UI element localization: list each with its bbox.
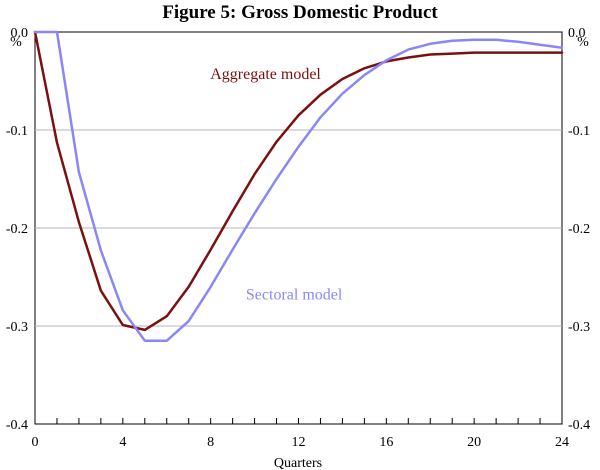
y-tick-label-right: -0.4 xyxy=(568,418,590,433)
y-tick-label-left: -0.2 xyxy=(6,222,28,237)
x-tick-labels: 0 4 8 12 16 20 24 xyxy=(32,435,570,450)
y-tick-label-left: -0.4 xyxy=(6,418,28,433)
y-tick-label-right: 0.0 xyxy=(568,26,586,41)
y-tick-labels-right: 0.0 -0.1 -0.2 -0.3 -0.4 xyxy=(568,26,590,433)
sectoral-model-line xyxy=(33,30,564,342)
x-axis-label: Quarters xyxy=(274,456,322,470)
y-tick-label-left: 0.0 xyxy=(11,26,29,41)
y-tick-label-left: -0.3 xyxy=(6,320,28,335)
x-tick-label: 16 xyxy=(379,435,393,450)
y-tick-label-right: -0.3 xyxy=(568,320,590,335)
x-tick-label: 20 xyxy=(467,435,481,450)
y-tick-label-right: -0.2 xyxy=(568,222,590,237)
y-unit-left: % xyxy=(10,35,22,50)
aggregate-model-label: Aggregate model xyxy=(210,66,321,83)
x-tick-label: 0 xyxy=(32,435,39,450)
y-tick-label-left: -0.1 xyxy=(6,124,28,139)
chart-title: Figure 5: Gross Domestic Product xyxy=(162,2,438,23)
y-unit-right: % xyxy=(577,35,589,50)
x-tick-label: 24 xyxy=(555,435,569,450)
axis-ticks xyxy=(34,418,563,424)
series-lines xyxy=(33,30,564,342)
sectoral-model-label: Sectoral model xyxy=(246,287,343,304)
x-tick-label: 8 xyxy=(207,435,214,450)
y-tick-label-right: -0.1 xyxy=(568,124,590,139)
x-tick-label: 4 xyxy=(119,435,126,450)
x-tick-label: 12 xyxy=(292,435,306,450)
aggregate-model-line xyxy=(33,30,564,332)
y-tick-labels-left: 0.0 -0.1 -0.2 -0.3 -0.4 xyxy=(6,26,28,433)
